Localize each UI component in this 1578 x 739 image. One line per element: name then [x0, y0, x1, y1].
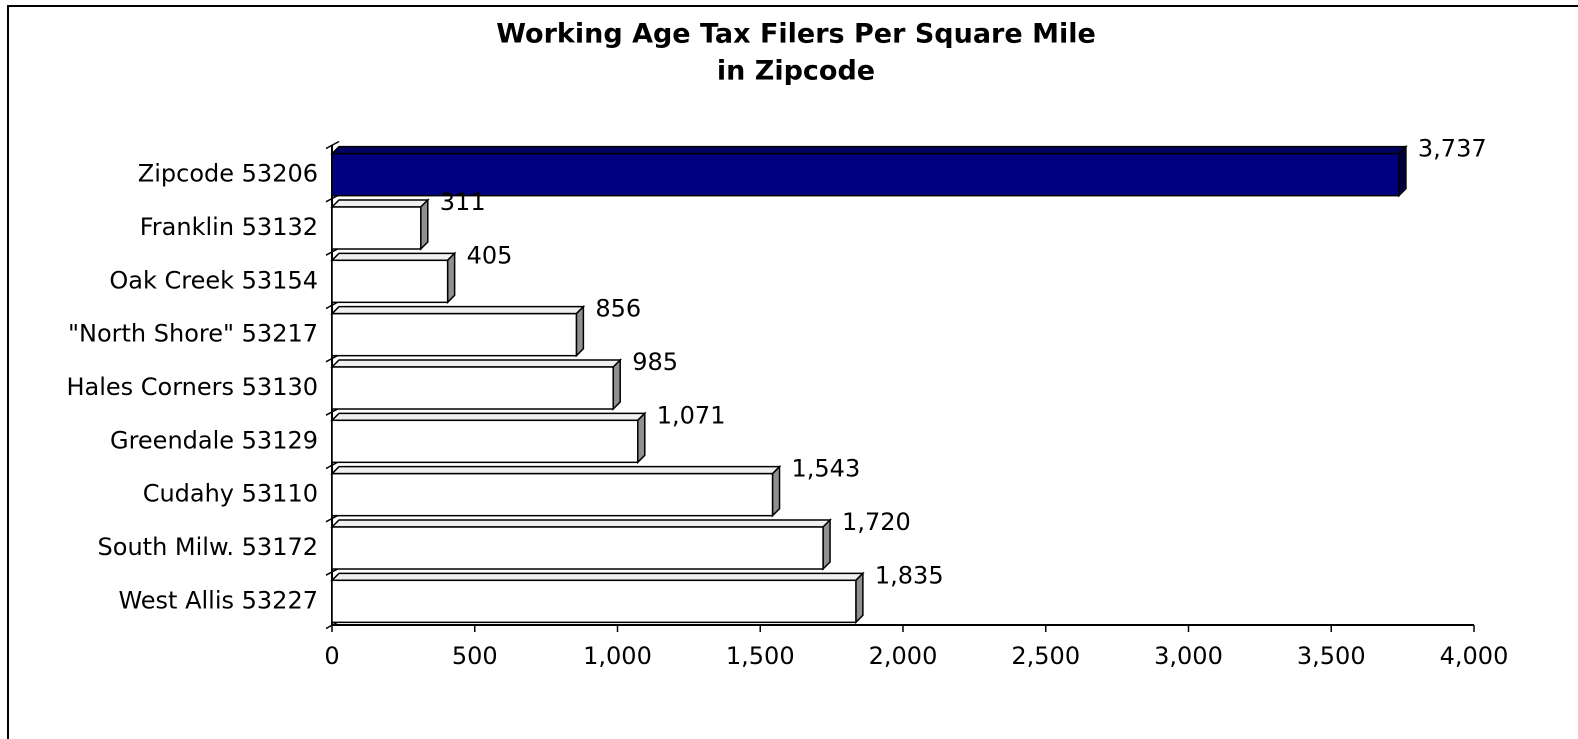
bar-top [330, 305, 586, 315]
bar-top [330, 519, 832, 528]
value-label: 1,835 [875, 561, 944, 589]
bar [331, 152, 1400, 197]
bar-side [855, 571, 864, 625]
value-label: 405 [467, 241, 513, 269]
value-label: 1,543 [792, 455, 861, 483]
bar [331, 366, 614, 410]
x-tick-label: 4,000 [1440, 642, 1509, 670]
bar-top [330, 465, 782, 475]
value-label: 856 [595, 295, 641, 323]
bar [331, 259, 449, 304]
bar-side [575, 304, 585, 358]
y-tick-label: "North Shore" 53217 [68, 320, 318, 348]
bar-top [330, 412, 647, 422]
y-tick-label: Greendale 53129 [110, 426, 318, 454]
y-tick-label: Zipcode 53206 [138, 160, 318, 188]
bar-side [1398, 144, 1407, 198]
y-tick-label: Franklin 53132 [140, 213, 318, 241]
chart-frame [7, 5, 1578, 739]
bar-top [330, 145, 1408, 155]
x-tick-label: 0 [324, 642, 339, 670]
y-tick-label: West Allis 53227 [118, 586, 318, 614]
x-tick-label: 1,500 [726, 642, 795, 670]
bar-side [822, 518, 831, 571]
x-tick-label: 500 [452, 642, 498, 670]
chart-title: in Zipcode [717, 56, 875, 87]
value-label: 985 [632, 348, 678, 376]
y-tick-label: Oak Creek 53154 [109, 266, 318, 294]
y-tick [325, 140, 340, 150]
x-tick-label: 3,500 [1297, 642, 1366, 670]
bar-side [771, 464, 781, 518]
x-tick-label: 3,000 [1154, 642, 1223, 670]
bar [331, 206, 422, 250]
value-label: 311 [440, 188, 486, 216]
y-tick-label: Cudahy 53110 [143, 480, 318, 508]
bar-top [330, 359, 623, 368]
bar [331, 526, 824, 570]
bar [331, 579, 857, 624]
bar [331, 419, 639, 464]
value-label: 3,737 [1418, 135, 1487, 163]
value-label: 1,720 [842, 508, 911, 536]
bar-top [330, 572, 865, 582]
chart-title: Working Age Tax Filers Per Square Mile [496, 19, 1096, 50]
x-tick-label: 2,000 [869, 642, 938, 670]
bar-side [446, 251, 456, 305]
x-tick-label: 2,500 [1011, 642, 1080, 670]
bar-top [330, 252, 457, 262]
value-label: 1,071 [657, 401, 726, 429]
bar [331, 312, 578, 357]
bar-side [637, 411, 646, 465]
bar-side [420, 198, 429, 251]
bar-side [612, 358, 621, 411]
bar [331, 472, 774, 517]
bar-top [330, 199, 430, 208]
y-tick-label: Hales Corners 53130 [66, 373, 318, 401]
x-tick-label: 1,000 [583, 642, 652, 670]
y-tick-label: South Milw. 53172 [98, 533, 318, 561]
